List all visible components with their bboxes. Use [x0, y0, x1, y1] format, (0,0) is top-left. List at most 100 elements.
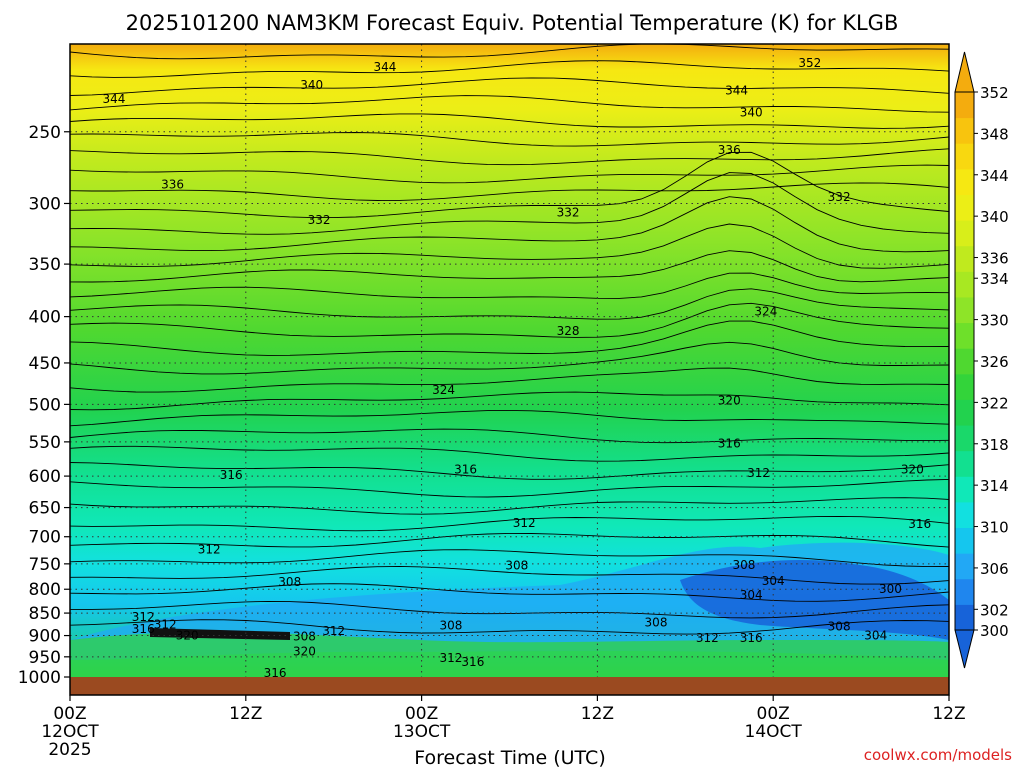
- contour-label: 340: [740, 105, 763, 119]
- contour-line: [70, 60, 949, 78]
- contour-label: 344: [374, 60, 397, 74]
- colorbar-label: 352: [980, 84, 1009, 102]
- colorbar-label: 310: [980, 519, 1009, 537]
- contour-label: 312: [439, 651, 462, 665]
- contour-line: [70, 619, 949, 635]
- colorbar-segment: [955, 348, 974, 375]
- contour-line: [70, 549, 949, 568]
- contour-label: 316: [264, 666, 287, 680]
- contour-label: 312: [747, 466, 770, 480]
- x-tick-label: 00Z: [757, 704, 790, 724]
- contour-line: [70, 532, 949, 548]
- contour-label: 316: [908, 517, 931, 531]
- contour-label: 312: [198, 542, 221, 556]
- contour-line: [70, 113, 949, 129]
- dotted-grid: [70, 44, 949, 677]
- colorbar: 352 348 344 340 336 334 330 326 322 318 314 310 306 3…: [954, 51, 1009, 669]
- colorbar-segment: [955, 296, 974, 324]
- contour-label: 344: [102, 92, 125, 106]
- y-tick-label: 500: [29, 395, 61, 415]
- contour-line: [70, 151, 949, 219]
- y-tick-label: 650: [29, 499, 61, 519]
- contour-line: [70, 95, 949, 113]
- y-tick-label: 750: [29, 555, 61, 575]
- y-tick-label: 350: [29, 255, 61, 275]
- x-tick-label: 00Z: [53, 704, 86, 724]
- y-tick-label: 250: [29, 123, 61, 143]
- colorbar-segment: [955, 450, 974, 477]
- contour-line: [70, 478, 949, 498]
- contour-line: [70, 583, 949, 602]
- contour-label: 308: [828, 620, 851, 634]
- colorbar-segment: [955, 399, 974, 426]
- contour-line: [70, 77, 949, 96]
- colorbar-label: 322: [980, 394, 1009, 412]
- contour-label: 308: [645, 616, 668, 630]
- contour-label: 312: [513, 516, 536, 530]
- contour-line: [70, 409, 949, 427]
- contour-line: [70, 462, 949, 480]
- contour-label: 320: [901, 462, 924, 476]
- contour-line: [70, 196, 949, 253]
- contour-label: 324: [432, 383, 455, 397]
- contour-label: 312: [154, 617, 177, 631]
- y-tick-label: 300: [29, 194, 61, 214]
- x-tick-label: 00Z: [405, 704, 438, 724]
- contour-label: 316: [461, 655, 484, 669]
- x-tick-label: 14OCT: [745, 722, 803, 742]
- contour-line: [70, 223, 949, 269]
- contour-line: [70, 302, 949, 338]
- colorbar-label: 302: [980, 601, 1009, 619]
- colorbar-segment: [955, 245, 974, 272]
- contour-label: 304: [762, 574, 785, 588]
- y-tick-label: 1000: [18, 668, 61, 688]
- contour-labels: 344 344 340 352 344 340 336 336 332 332 332 328 324 3…: [102, 56, 931, 680]
- contour-label: 312: [322, 624, 345, 638]
- colorbar-top-arrow: [954, 51, 975, 93]
- contour-label: 312: [132, 610, 155, 624]
- contour-label: 332: [557, 206, 580, 220]
- contour-line: [70, 288, 949, 320]
- x-tick-label: 2025: [48, 740, 91, 760]
- plot-frame: [69, 43, 950, 696]
- x-axis-label: Forecast Time (UTC): [414, 747, 605, 768]
- contour-line: [70, 182, 949, 201]
- contour-lines: [70, 44, 949, 635]
- colorbar-label: 348: [980, 125, 1009, 143]
- y-tick-label: 450: [29, 354, 61, 374]
- contour-line: [70, 132, 949, 147]
- y-tick-label: 400: [29, 308, 61, 328]
- contour-label: 304: [740, 588, 763, 602]
- colorbar-segment: [955, 604, 974, 631]
- contour-label: 316: [132, 622, 155, 636]
- contour-label: 312: [696, 631, 719, 645]
- colorbar-segment: [955, 271, 974, 298]
- y-tick-label: 900: [29, 627, 61, 647]
- x-tick-label: 12OCT: [41, 722, 99, 742]
- x-tick-label: 13OCT: [393, 722, 451, 742]
- contour-line: [70, 367, 949, 393]
- contour-label: 304: [864, 629, 887, 643]
- contour-line: [70, 428, 949, 444]
- colorbar-label: 334: [980, 270, 1009, 288]
- y-tick-label: 850: [29, 604, 61, 624]
- contour-label: 308: [278, 575, 301, 589]
- contour-label: 340: [300, 78, 323, 92]
- contour-label: 308: [505, 558, 528, 572]
- inversion-streak: [150, 628, 290, 640]
- colorbar-segment: [955, 425, 974, 452]
- contour-label: 308: [293, 629, 316, 643]
- contour-label: 324: [754, 305, 777, 319]
- colorbar-label: 306: [980, 560, 1009, 578]
- contour-line: [70, 272, 949, 299]
- colorbar-segment: [955, 220, 974, 247]
- x-tick-label: 12Z: [229, 704, 262, 724]
- contour-label: 332: [828, 190, 851, 204]
- contour-line: [70, 148, 949, 166]
- colorbar-segment: [955, 322, 974, 349]
- contour-label: 316: [220, 468, 243, 482]
- colorbar-segment: [955, 553, 974, 580]
- chart-title: 2025101200 NAM3KM Forecast Equiv. Potent…: [126, 11, 899, 35]
